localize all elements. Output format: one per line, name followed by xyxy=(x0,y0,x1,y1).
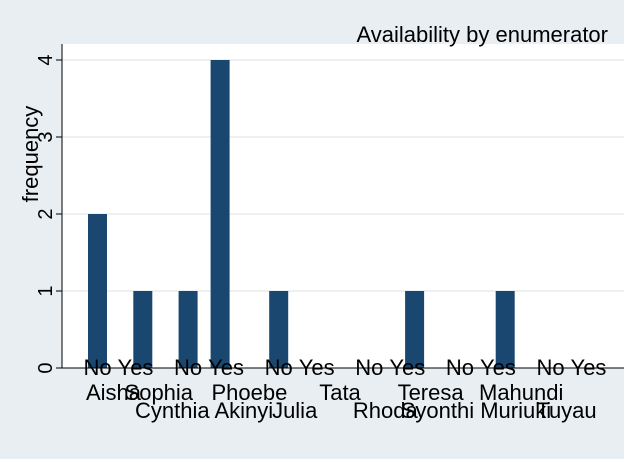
x-group-label: Aisha xyxy=(86,380,142,405)
x-sub-label: Yes xyxy=(389,355,425,380)
bar-mahundi-no xyxy=(495,291,515,368)
bar-aisha-no xyxy=(88,214,107,368)
bar-cynthia-akinyi-yes xyxy=(210,60,230,368)
x-sub-label: Yes xyxy=(208,355,244,380)
y-tick-label: 0 xyxy=(35,362,57,373)
x-sub-label: Yes xyxy=(480,355,516,380)
grid-layer xyxy=(62,59,624,292)
y-tick-label: 1 xyxy=(35,285,57,296)
x-group-label: Syonthi Muriuki xyxy=(401,398,551,423)
x-group-label: Mahundi xyxy=(479,380,563,405)
x-sub-label: No xyxy=(265,355,293,380)
x-sub-label: Yes xyxy=(571,355,607,380)
x-group-label: Tuyau xyxy=(536,398,596,423)
x-sub-label: No xyxy=(355,355,383,380)
bar-sophia-no xyxy=(133,291,153,368)
y-tick-label: 2 xyxy=(35,208,57,219)
chart-title: Availability by enumerator xyxy=(357,22,609,47)
bar-cynthia-akinyi-no xyxy=(178,291,198,368)
plot-area xyxy=(62,44,624,368)
x-group-label: Tata xyxy=(319,380,361,405)
x-group-label: Sophia xyxy=(125,380,194,405)
x-sub-label: Yes xyxy=(299,355,335,380)
x-sub-label: No xyxy=(174,355,202,380)
x-sub-label: No xyxy=(83,355,111,380)
y-axis-title: frequency xyxy=(18,106,43,203)
y-tick-label: 4 xyxy=(35,54,57,65)
x-group-label: Phoebe xyxy=(211,380,287,405)
y-tick-label: 3 xyxy=(35,131,57,142)
y-tick-layer: 0 1 2 3 4 xyxy=(35,54,62,374)
x-sub-label: No xyxy=(446,355,474,380)
x-group-label: Teresa xyxy=(398,380,465,405)
x-sub-label: No xyxy=(536,355,564,380)
bar-teresa-no xyxy=(405,291,425,368)
x-group-label: Julia xyxy=(272,398,318,423)
x-sub-label: Yes xyxy=(118,355,154,380)
x-group-label: Cynthia Akinyi xyxy=(135,398,273,423)
bar-julia-no xyxy=(269,291,289,368)
x-group-label: Rhoda xyxy=(353,398,419,423)
bar-layer xyxy=(88,60,515,368)
